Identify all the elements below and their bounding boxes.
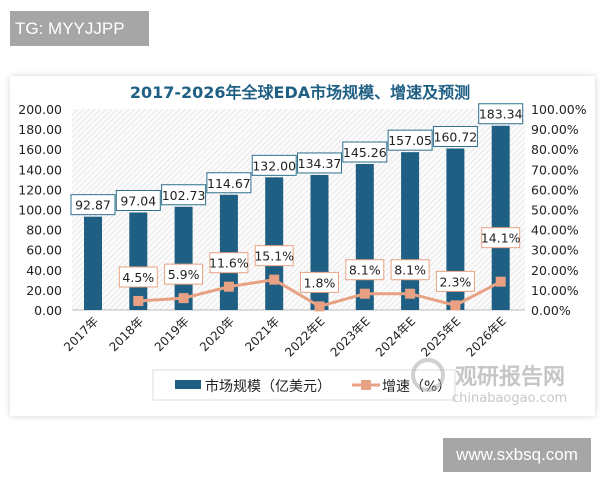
bar-value-label-box: [206, 172, 252, 194]
x-tick-label: 2022年E: [282, 314, 327, 359]
y-right-tick-label: 80.00%: [531, 142, 579, 157]
y-right-tick-label: 90.00%: [531, 122, 579, 137]
x-tick-label: 2026年E: [463, 314, 508, 359]
bar-value-label-box: [70, 194, 116, 216]
bar-value-label: 183.34: [479, 107, 523, 122]
bar: [491, 125, 510, 310]
logo-en: chinabaogao.com: [452, 391, 567, 406]
bar-value-label-box: [342, 141, 388, 163]
y-left-tick-label: 0.00: [34, 303, 62, 318]
growth-marker: [314, 301, 325, 312]
bar-value-label-box: [297, 152, 342, 174]
y-left-tick-label: 200.00: [18, 102, 62, 117]
bar-value-label-box: [387, 129, 433, 151]
growth-label: 8.1%: [349, 263, 381, 278]
growth-label: 14.1%: [481, 231, 521, 246]
y-left-tick-label: 20.00: [26, 283, 62, 298]
bar-value-label: 97.04: [120, 193, 156, 208]
bar: [355, 164, 374, 310]
growth-marker: [405, 288, 416, 299]
legend-bar-swatch: [175, 380, 201, 389]
growth-label-box: [164, 263, 204, 285]
bar-value-label-box: [478, 103, 524, 125]
chart-title: 2017-2026年全球EDA市场规模、增速及预测: [130, 83, 470, 102]
watermark-top-left: TG: MYYJJPP: [10, 11, 149, 46]
growth-label: 2.3%: [440, 274, 472, 289]
x-tick-label: 2018年: [106, 314, 146, 354]
x-tick-label: 2017年: [61, 314, 101, 354]
bar: [84, 216, 102, 310]
bar-value-label: 92.87: [75, 198, 111, 213]
y-left-tick-label: 180.00: [18, 122, 62, 137]
growth-marker: [495, 276, 506, 287]
growth-label: 15.1%: [254, 249, 294, 264]
growth-marker: [223, 281, 234, 292]
growth-label-box: [300, 271, 339, 293]
growth-label-box: [118, 266, 158, 288]
growth-marker: [178, 293, 189, 304]
growth-marker: [269, 274, 280, 285]
growth-label-box: [209, 252, 249, 274]
growth-label: 8.1%: [394, 263, 426, 278]
x-tick-label: 2021年: [242, 314, 282, 354]
bar-value-label: 102.73: [162, 188, 206, 203]
bar-value-label-box: [115, 189, 161, 211]
x-tick-label: 2024年E: [373, 314, 418, 359]
growth-label-box: [345, 259, 385, 281]
y-right-tick-label: 60.00%: [531, 182, 579, 197]
bar: [129, 212, 148, 310]
y-left-tick-label: 140.00: [18, 162, 62, 177]
legend: 市场规模（亿美元） 增速（%）: [152, 369, 456, 401]
bar-value-label: 157.05: [388, 133, 432, 148]
growth-label-box: [254, 245, 294, 267]
x-tick-label: 2025年E: [418, 314, 463, 359]
y-right-tick-label: 30.00%: [531, 243, 579, 258]
logo-watermark: 观研报告网 chinabaogao.com: [411, 358, 567, 406]
watermark-bottom-right: www.sxbsq.com: [443, 438, 591, 472]
bar-value-label: 160.72: [434, 129, 478, 144]
growth-label-box: [390, 259, 430, 281]
x-tick-label: 2023年E: [328, 314, 373, 359]
bar-value-label: 114.67: [207, 176, 251, 191]
legend-bar-label: 市场规模（亿美元）: [205, 378, 331, 395]
y-right-tick-label: 20.00%: [531, 263, 579, 278]
growth-marker: [450, 300, 461, 311]
y-right-tick-label: 40.00%: [531, 223, 579, 238]
legend-line-marker: [361, 380, 371, 390]
y-left-tick-label: 160.00: [18, 142, 62, 157]
logo-cn: 观研报告网: [455, 365, 565, 390]
y-left-tick-label: 80.00: [26, 223, 62, 238]
bar-value-label-box: [251, 154, 297, 176]
growth-label-box: [435, 270, 475, 292]
growth-label: 11.6%: [209, 256, 249, 271]
bar: [446, 148, 465, 310]
growth-marker: [359, 288, 370, 299]
y-right-tick-label: 0.00%: [531, 303, 571, 318]
y-right-tick-label: 50.00%: [531, 203, 579, 218]
y-right-tick-label: 10.00%: [531, 283, 579, 298]
growth-marker: [133, 295, 144, 306]
bar-value-label: 145.26: [343, 145, 387, 160]
x-tick-label: 2020年: [197, 314, 237, 354]
y-right-tick-label: 70.00%: [531, 162, 579, 177]
bar: [265, 177, 284, 310]
y-right-tick-label: 100.00%: [531, 102, 587, 117]
bar-value-label: 132.00: [252, 158, 296, 173]
growth-label: 1.8%: [304, 275, 336, 290]
growth-label: 5.9%: [168, 267, 200, 282]
bar-value-label-box: [161, 184, 207, 206]
growth-label-box: [481, 227, 521, 249]
bar-value-label-box: [432, 125, 478, 147]
y-left-tick-label: 120.00: [18, 182, 62, 197]
growth-label: 4.5%: [122, 270, 154, 285]
x-tick-label: 2019年: [152, 314, 192, 354]
y-left-tick-label: 100.00: [18, 203, 62, 218]
bar: [401, 152, 420, 310]
y-left-tick-label: 60.00: [26, 243, 62, 258]
y-left-tick-label: 40.00: [26, 263, 62, 278]
bar-value-label: 134.37: [298, 156, 342, 171]
